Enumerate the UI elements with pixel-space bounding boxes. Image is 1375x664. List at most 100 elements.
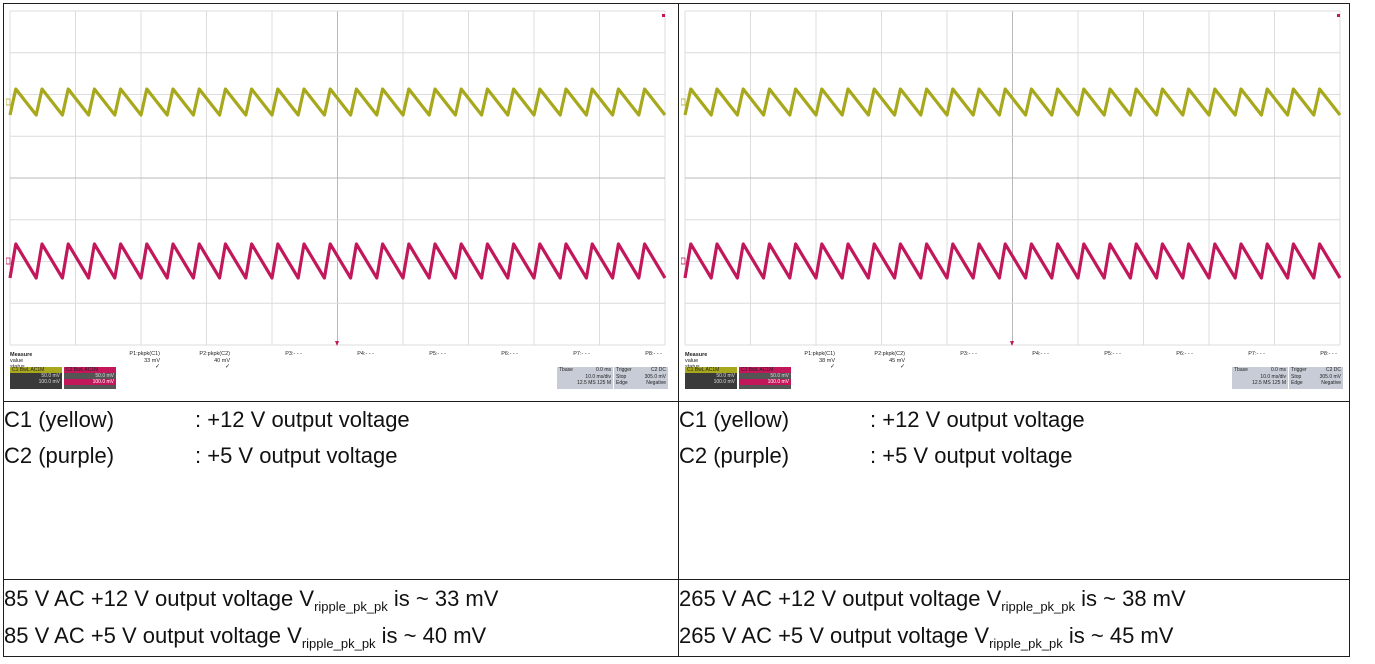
legend-key: C1 (yellow) (4, 407, 115, 432)
scope-cell-right: MeasurevaluestatusP1:pkpk(C1)38 mV✓P2:pk… (678, 3, 1350, 402)
timebase-label: Tbase (1234, 367, 1248, 373)
param-name: P2:pkpk(C2) (199, 351, 230, 357)
trace-c1-ground-marker (681, 98, 686, 106)
trigger-label: Trigger (616, 367, 632, 373)
result-subscript: ripple_pk_pk (301, 636, 376, 651)
measure-param: P5:- - - (1059, 351, 1121, 358)
measure-param: P6:- - - (456, 351, 518, 358)
channel-descriptor-c2: C2 BwL AC1M 50.0 mV 100.0 mV (64, 367, 116, 389)
trigger-slope: Negative (646, 380, 666, 386)
result-line: 265 V AC +5 V output voltage Vripple_pk_… (679, 617, 1349, 654)
timebase-delay: 0.0 ms (595, 367, 611, 373)
channel-id: C1 (687, 367, 694, 373)
channel-offset: 100.0 mV (739, 379, 791, 385)
trace-c1 (683, 87, 1342, 117)
channel-header: C2 BwL AC1M (739, 367, 791, 373)
timebase-samples: 12.5 MS 125 M (577, 380, 611, 386)
legend-row-c2: C2 (purple) : +5 V output voltage (4, 438, 678, 474)
channel-scale: 50.0 mV (95, 373, 114, 379)
param-value: 40 mV (214, 357, 230, 364)
result-subscript: ripple_pk_pk (1001, 599, 1076, 614)
measure-status-bar: MeasurevaluestatusP1:pkpk(C1)33 mV✓P2:pk… (6, 347, 669, 399)
param-status: ✓ (899, 364, 905, 370)
param-name: P6:- - - (501, 351, 518, 357)
param-name: P3:- - - (960, 351, 977, 357)
param-name: P4:- - - (1032, 351, 1049, 357)
channel-descriptor-c1: C1 BwL AC1M 50.0 mV 100.0 mV (10, 367, 62, 389)
trigger-type: Edge (616, 380, 628, 386)
trigger-descriptor: Trigger C2 DC Stop 305.0 mV Edge Negative (614, 367, 668, 389)
result-subscript: ripple_pk_pk (314, 599, 388, 614)
measure-param: P8:- - - (600, 351, 662, 358)
timebase-descriptor: Tbase 0.0 ms 10.0 ms/div 12.5 MS 125 M (557, 367, 613, 389)
trace-c2-ground-marker (681, 257, 686, 265)
trace-c2 (683, 242, 1342, 280)
measure-param: P4:- - - (312, 351, 374, 358)
legend-key: C2 (purple) (679, 443, 790, 468)
result-value: is ~ 45 mV (1062, 623, 1174, 648)
trigger-mode: Stop (616, 373, 627, 380)
measure-param: P3:- - - (240, 351, 302, 358)
measure-param: P2:pkpk(C2) 45 mV ✓ (843, 351, 905, 371)
param-name: P5:- - - (1104, 351, 1121, 357)
trigger-level: 305.0 mV (644, 373, 666, 380)
param-name: P8:- - - (645, 351, 662, 357)
channel-id: C1 (12, 367, 19, 373)
param-value: 33 mV (144, 357, 160, 364)
channel-header: C1 BwL AC1M (685, 367, 737, 373)
channel-offset: 100.0 mV (64, 379, 116, 385)
timebase-row: Tbase 0.0 ms (1234, 367, 1286, 374)
result-value: is ~ 40 mV (375, 623, 487, 648)
channel-id: C2 (66, 367, 73, 373)
result-text: 85 V AC +12 V output voltage V (4, 586, 315, 611)
legend-row-c2: C2 (purple) : +5 V output voltage (679, 438, 1349, 474)
channel-header: C2 BwL AC1M (64, 367, 116, 373)
legend-cell-left: C1 (yellow) : +12 V output voltage C2 (p… (3, 401, 679, 580)
trigger-row: Edge Negative (1291, 380, 1341, 387)
trigger-type: Edge (1291, 380, 1303, 386)
legend-key: C1 (yellow) (679, 407, 790, 432)
param-status: ✓ (829, 364, 835, 370)
measure-status-bar: MeasurevaluestatusP1:pkpk(C1)38 mV✓P2:pk… (681, 347, 1344, 399)
channel-descriptor-c2: C2 BwL AC1M 50.0 mV 100.0 mV (739, 367, 791, 389)
channel-header: C1 BwL AC1M (10, 367, 62, 373)
param-name: P6:- - - (1176, 351, 1193, 357)
oscilloscope-screenshot-right: MeasurevaluestatusP1:pkpk(C1)38 mV✓P2:pk… (681, 7, 1344, 399)
result-text: 85 V AC +5 V output voltage V (4, 623, 302, 648)
results-cell-left: 85 V AC +12 V output voltage Vripple_pk_… (3, 579, 679, 657)
legend-row-c1: C1 (yellow) : +12 V output voltage (679, 402, 1349, 438)
trace-c1 (8, 87, 667, 117)
result-subscript: ripple_pk_pk (989, 636, 1063, 651)
channel-scale: 50.0 mV (41, 373, 60, 379)
scope-grid (6, 7, 669, 347)
result-text: 265 V AC +5 V output voltage V (679, 623, 990, 648)
measure-param: P7:- - - (1203, 351, 1265, 358)
trigger-slope: Negative (1321, 380, 1341, 386)
trigger-level-marker (1337, 14, 1340, 17)
param-name: P1:pkpk(C1) (129, 351, 160, 357)
result-text: 265 V AC +12 V output voltage V (679, 586, 1002, 611)
trace-c1-ground-marker (6, 98, 11, 106)
oscilloscope-screenshot-left: MeasurevaluestatusP1:pkpk(C1)33 mV✓P2:pk… (6, 7, 669, 399)
value-row-label: value (685, 358, 699, 364)
trigger-marker (335, 341, 339, 346)
timebase-delay: 0.0 ms (1270, 367, 1286, 373)
param-name: P7:- - - (573, 351, 590, 357)
channel-mode: BwL AC1M (19, 367, 45, 373)
trigger-label: Trigger (1291, 367, 1307, 373)
trigger-source: C2 DC (650, 367, 666, 373)
legend-cell-right: C1 (yellow) : +12 V output voltage C2 (p… (678, 401, 1350, 580)
measure-param: P2:pkpk(C2) 40 mV ✓ (168, 351, 230, 371)
measure-param: P1:pkpk(C1) 38 mV ✓ (773, 351, 835, 371)
trigger-row: Stop 305.0 mV (1291, 374, 1341, 381)
result-line: 85 V AC +12 V output voltage Vripple_pk_… (4, 580, 678, 617)
param-status: ✓ (224, 364, 230, 370)
param-name: P4:- - - (357, 351, 374, 357)
channel-id: C2 (741, 367, 748, 373)
param-name: P2:pkpk(C2) (874, 351, 905, 357)
measure-param: P5:- - - (384, 351, 446, 358)
param-name: P1:pkpk(C1) (804, 351, 835, 357)
scope-grid (681, 7, 1344, 347)
channel-scale: 50.0 mV (770, 373, 789, 379)
legend-desc: : +5 V output voltage (195, 443, 398, 468)
